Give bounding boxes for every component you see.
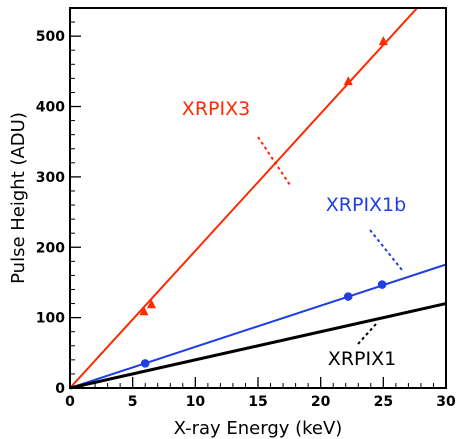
y-tick-label: 0 — [55, 381, 65, 397]
x-tick-label: 10 — [186, 394, 206, 410]
data-point — [343, 292, 353, 301]
data-point — [139, 306, 149, 316]
label-leader — [369, 229, 403, 271]
y-tick-label: 300 — [36, 170, 65, 186]
series-label-xrpix1: XRPIX1 — [328, 348, 396, 370]
data-point — [378, 36, 388, 46]
series-label-xrpix1b: XRPIX1b — [326, 194, 406, 216]
fit-line-xrpix3 — [69, 7, 418, 389]
label-leader — [257, 136, 291, 186]
y-tick-label: 100 — [36, 311, 65, 327]
x-tick-label: 25 — [374, 394, 393, 410]
plot-frame — [69, 7, 447, 389]
label-leaders — [257, 136, 403, 345]
y-tick-label: 400 — [36, 100, 65, 116]
data-point — [377, 280, 387, 289]
x-tick-label: 20 — [311, 394, 331, 410]
x-tick-label: 30 — [436, 394, 456, 410]
series-label-xrpix3: XRPIX3 — [182, 98, 250, 120]
y-tick-label: 500 — [36, 29, 65, 45]
x-tick-label: 5 — [128, 394, 138, 410]
y-axis-title: Pulse Height (ADU) — [8, 112, 29, 284]
y-tick-label: 200 — [36, 240, 65, 256]
label-leader — [357, 323, 377, 345]
data-point — [140, 359, 150, 368]
x-tick-label: 0 — [65, 394, 75, 410]
data-point — [343, 76, 353, 86]
data-point — [146, 299, 156, 309]
x-tick-label: 15 — [248, 394, 267, 410]
x-axis-title: X-ray Energy (keV) — [174, 418, 343, 439]
data-points — [139, 36, 388, 368]
fit-line-xrpix1 — [69, 302, 447, 390]
